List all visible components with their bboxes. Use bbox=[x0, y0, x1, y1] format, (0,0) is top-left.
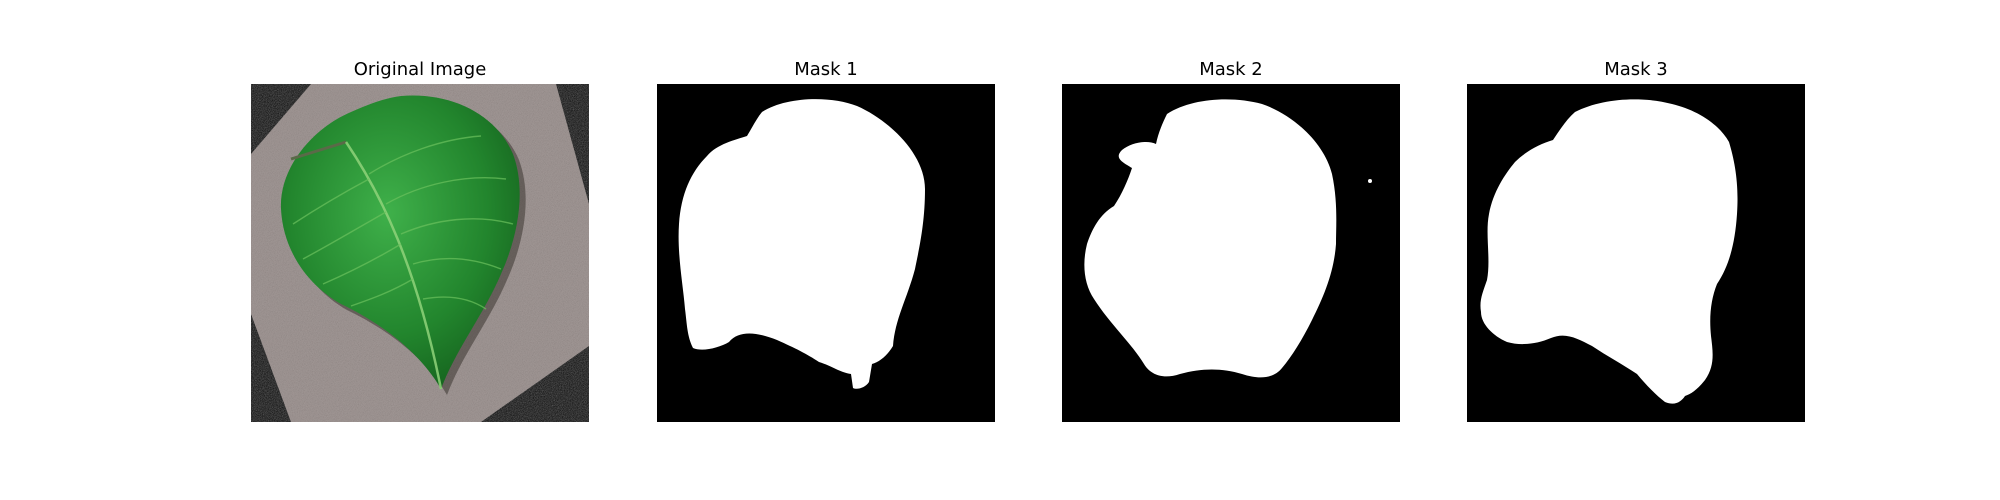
panel-mask-1: Mask 1 bbox=[657, 56, 995, 422]
leaf-shape bbox=[280, 95, 520, 389]
mask-shape bbox=[1084, 99, 1337, 378]
mask-image bbox=[1062, 84, 1400, 422]
leaf-photo bbox=[251, 84, 589, 422]
panel-title: Mask 2 bbox=[1199, 59, 1263, 80]
mask-shape bbox=[1480, 99, 1738, 404]
panel-title: Original Image bbox=[353, 59, 487, 80]
mask-image bbox=[657, 84, 995, 422]
panel-title: Mask 1 bbox=[794, 59, 858, 80]
panel-original-image: Original Image bbox=[251, 56, 589, 422]
panel-mask-2: Mask 2 bbox=[1062, 56, 1400, 422]
mask-image bbox=[1467, 84, 1805, 422]
mask-speck bbox=[1368, 179, 1372, 183]
panel-mask-3: Mask 3 bbox=[1467, 56, 1805, 422]
panel-title: Mask 3 bbox=[1604, 59, 1668, 80]
mask-shape bbox=[678, 99, 925, 389]
